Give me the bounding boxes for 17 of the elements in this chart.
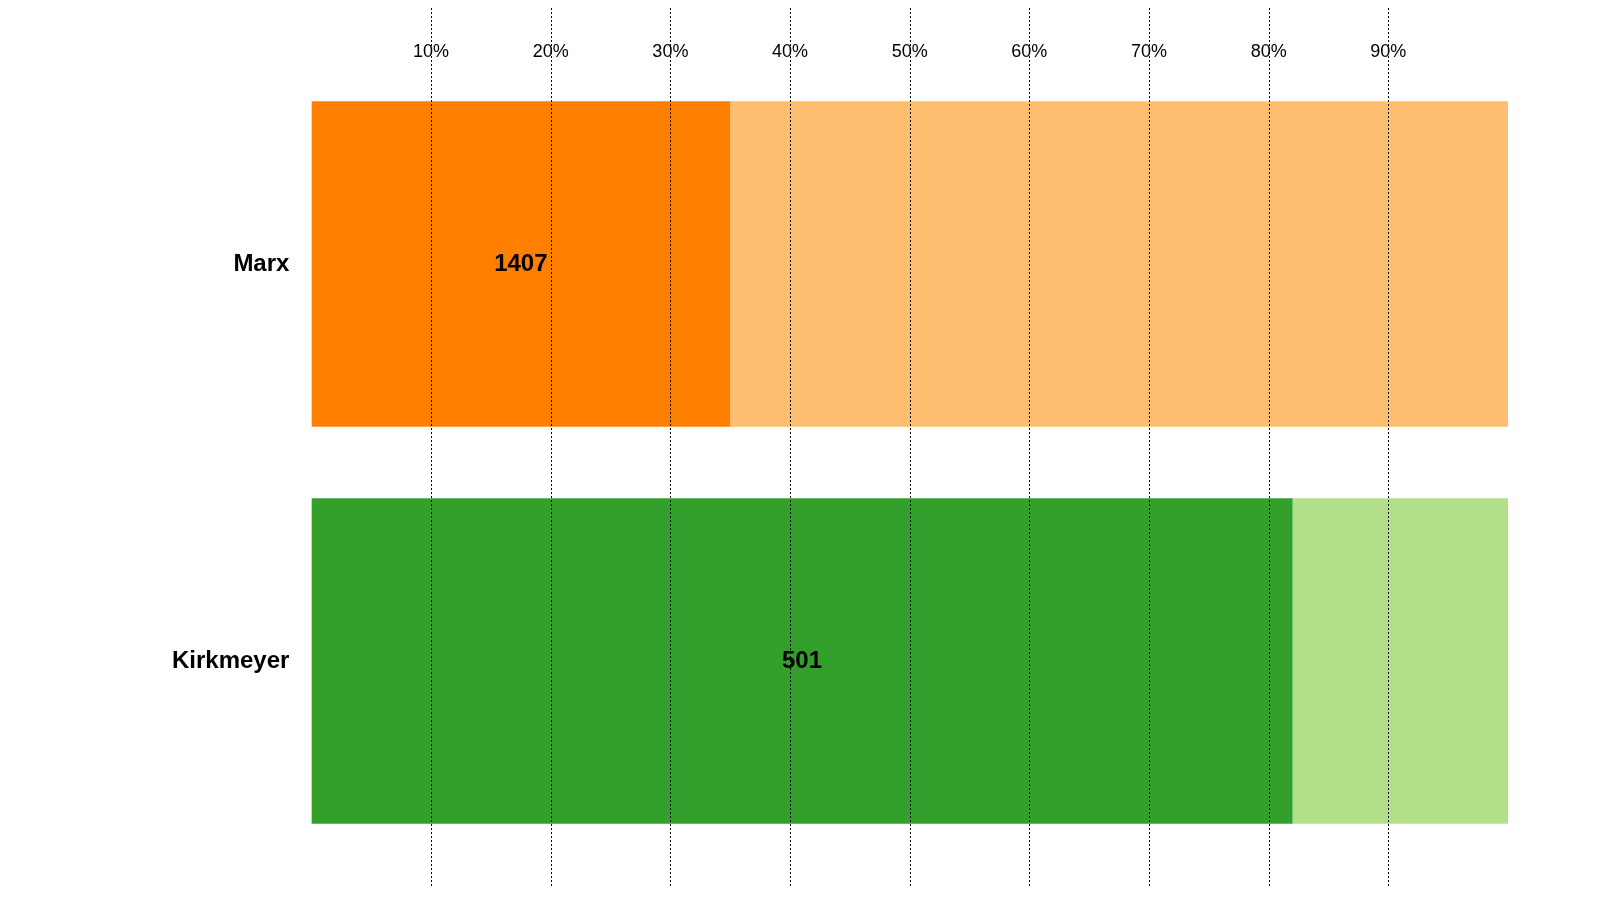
- x-tick-label: 30%: [652, 40, 689, 61]
- x-tick-label: 20%: [532, 40, 569, 61]
- x-tick-label: 90%: [1370, 40, 1407, 61]
- y-tick-label: Marx: [233, 248, 291, 276]
- bar: [311, 498, 1293, 824]
- annotation: 501: [781, 645, 823, 673]
- bar: [730, 101, 1508, 427]
- annotation: 1407: [494, 248, 548, 276]
- x-tick-label: 40%: [772, 40, 809, 61]
- x-tick-label: 60%: [1011, 40, 1048, 61]
- x-tick-label: 80%: [1250, 40, 1287, 61]
- bar: [311, 101, 731, 427]
- x-tick-label: 70%: [1131, 40, 1168, 61]
- x-tick-label: 10%: [413, 40, 450, 61]
- x-tick-label: 50%: [891, 40, 928, 61]
- y-tick-label: Kirkmeyer: [171, 645, 290, 673]
- bar: [1292, 498, 1508, 824]
